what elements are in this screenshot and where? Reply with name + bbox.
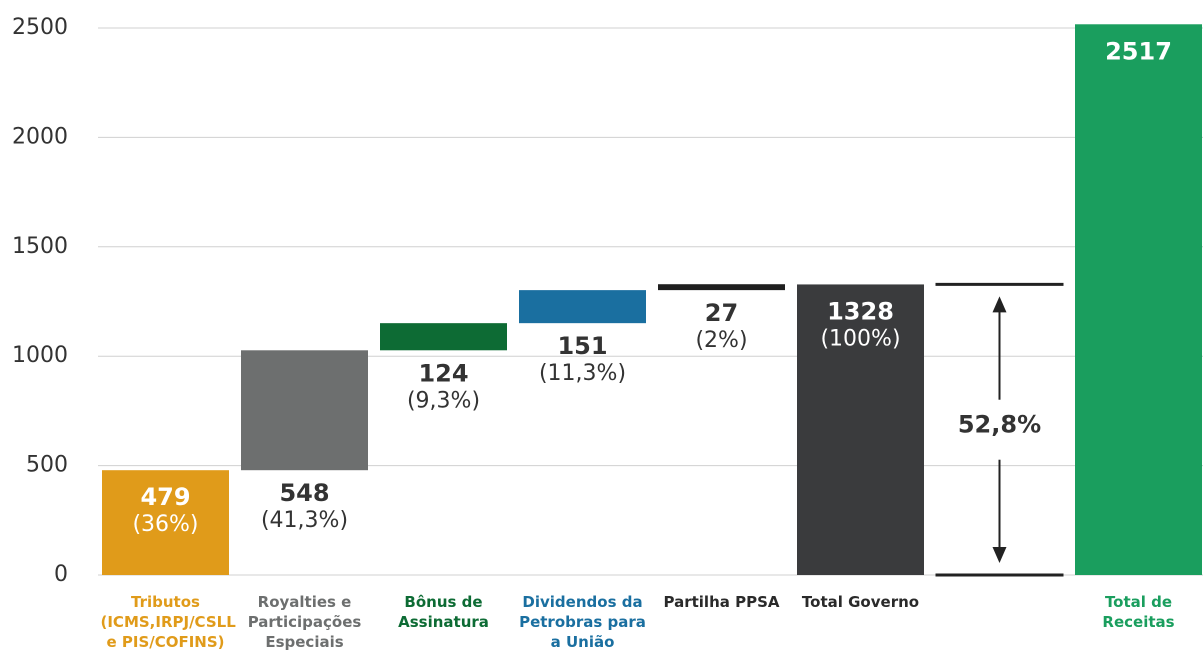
value-label: 27 [705,299,738,327]
value-label: 1328 [827,297,894,325]
x-tick-label: Total de Receitas [1102,593,1175,631]
x-tick-label: Bônus de Assinatura [398,593,489,631]
annotation: 52,8% [958,411,1041,439]
percent-label: (11,3%) [539,361,626,386]
bar [380,323,507,351]
percent-label: (100%) [820,326,900,351]
x-tick-label: Partilha PPSA [663,593,780,611]
y-tick-label: 0 [54,562,68,587]
arrow-head [992,296,1007,313]
percent-label: (2%) [695,328,747,353]
value-label: 151 [557,332,607,360]
x-tick-label: Dividendos da Petrobras para a União [519,593,646,651]
percent-label: (9,3%) [407,388,480,413]
bar [102,470,229,575]
arrow-head [992,547,1007,563]
x-tick-label: Royalties e Participações Especiais [247,593,362,651]
y-tick-label: 2500 [12,15,68,40]
value-label: 124 [418,359,468,387]
percent-label: (36%) [132,512,198,537]
bar [519,290,646,324]
y-tick-label: 500 [26,453,68,478]
x-tick-label: Total Governo [801,593,920,611]
y-tick-label: 1500 [12,234,68,259]
value-label: 2517 [1105,37,1172,65]
bar [658,284,785,291]
bar [1075,24,1202,576]
value-label: 479 [140,483,190,511]
x-tick-label: Tributos (ICMS,IRPJ/CSLL e PIS/COFINS) [100,593,236,651]
y-tick-label: 2000 [12,124,68,149]
percent-label: (41,3%) [261,508,348,533]
bar [241,350,368,471]
y-tick-label: 1000 [12,343,68,368]
value-label: 548 [279,479,329,507]
bar [797,284,924,575]
